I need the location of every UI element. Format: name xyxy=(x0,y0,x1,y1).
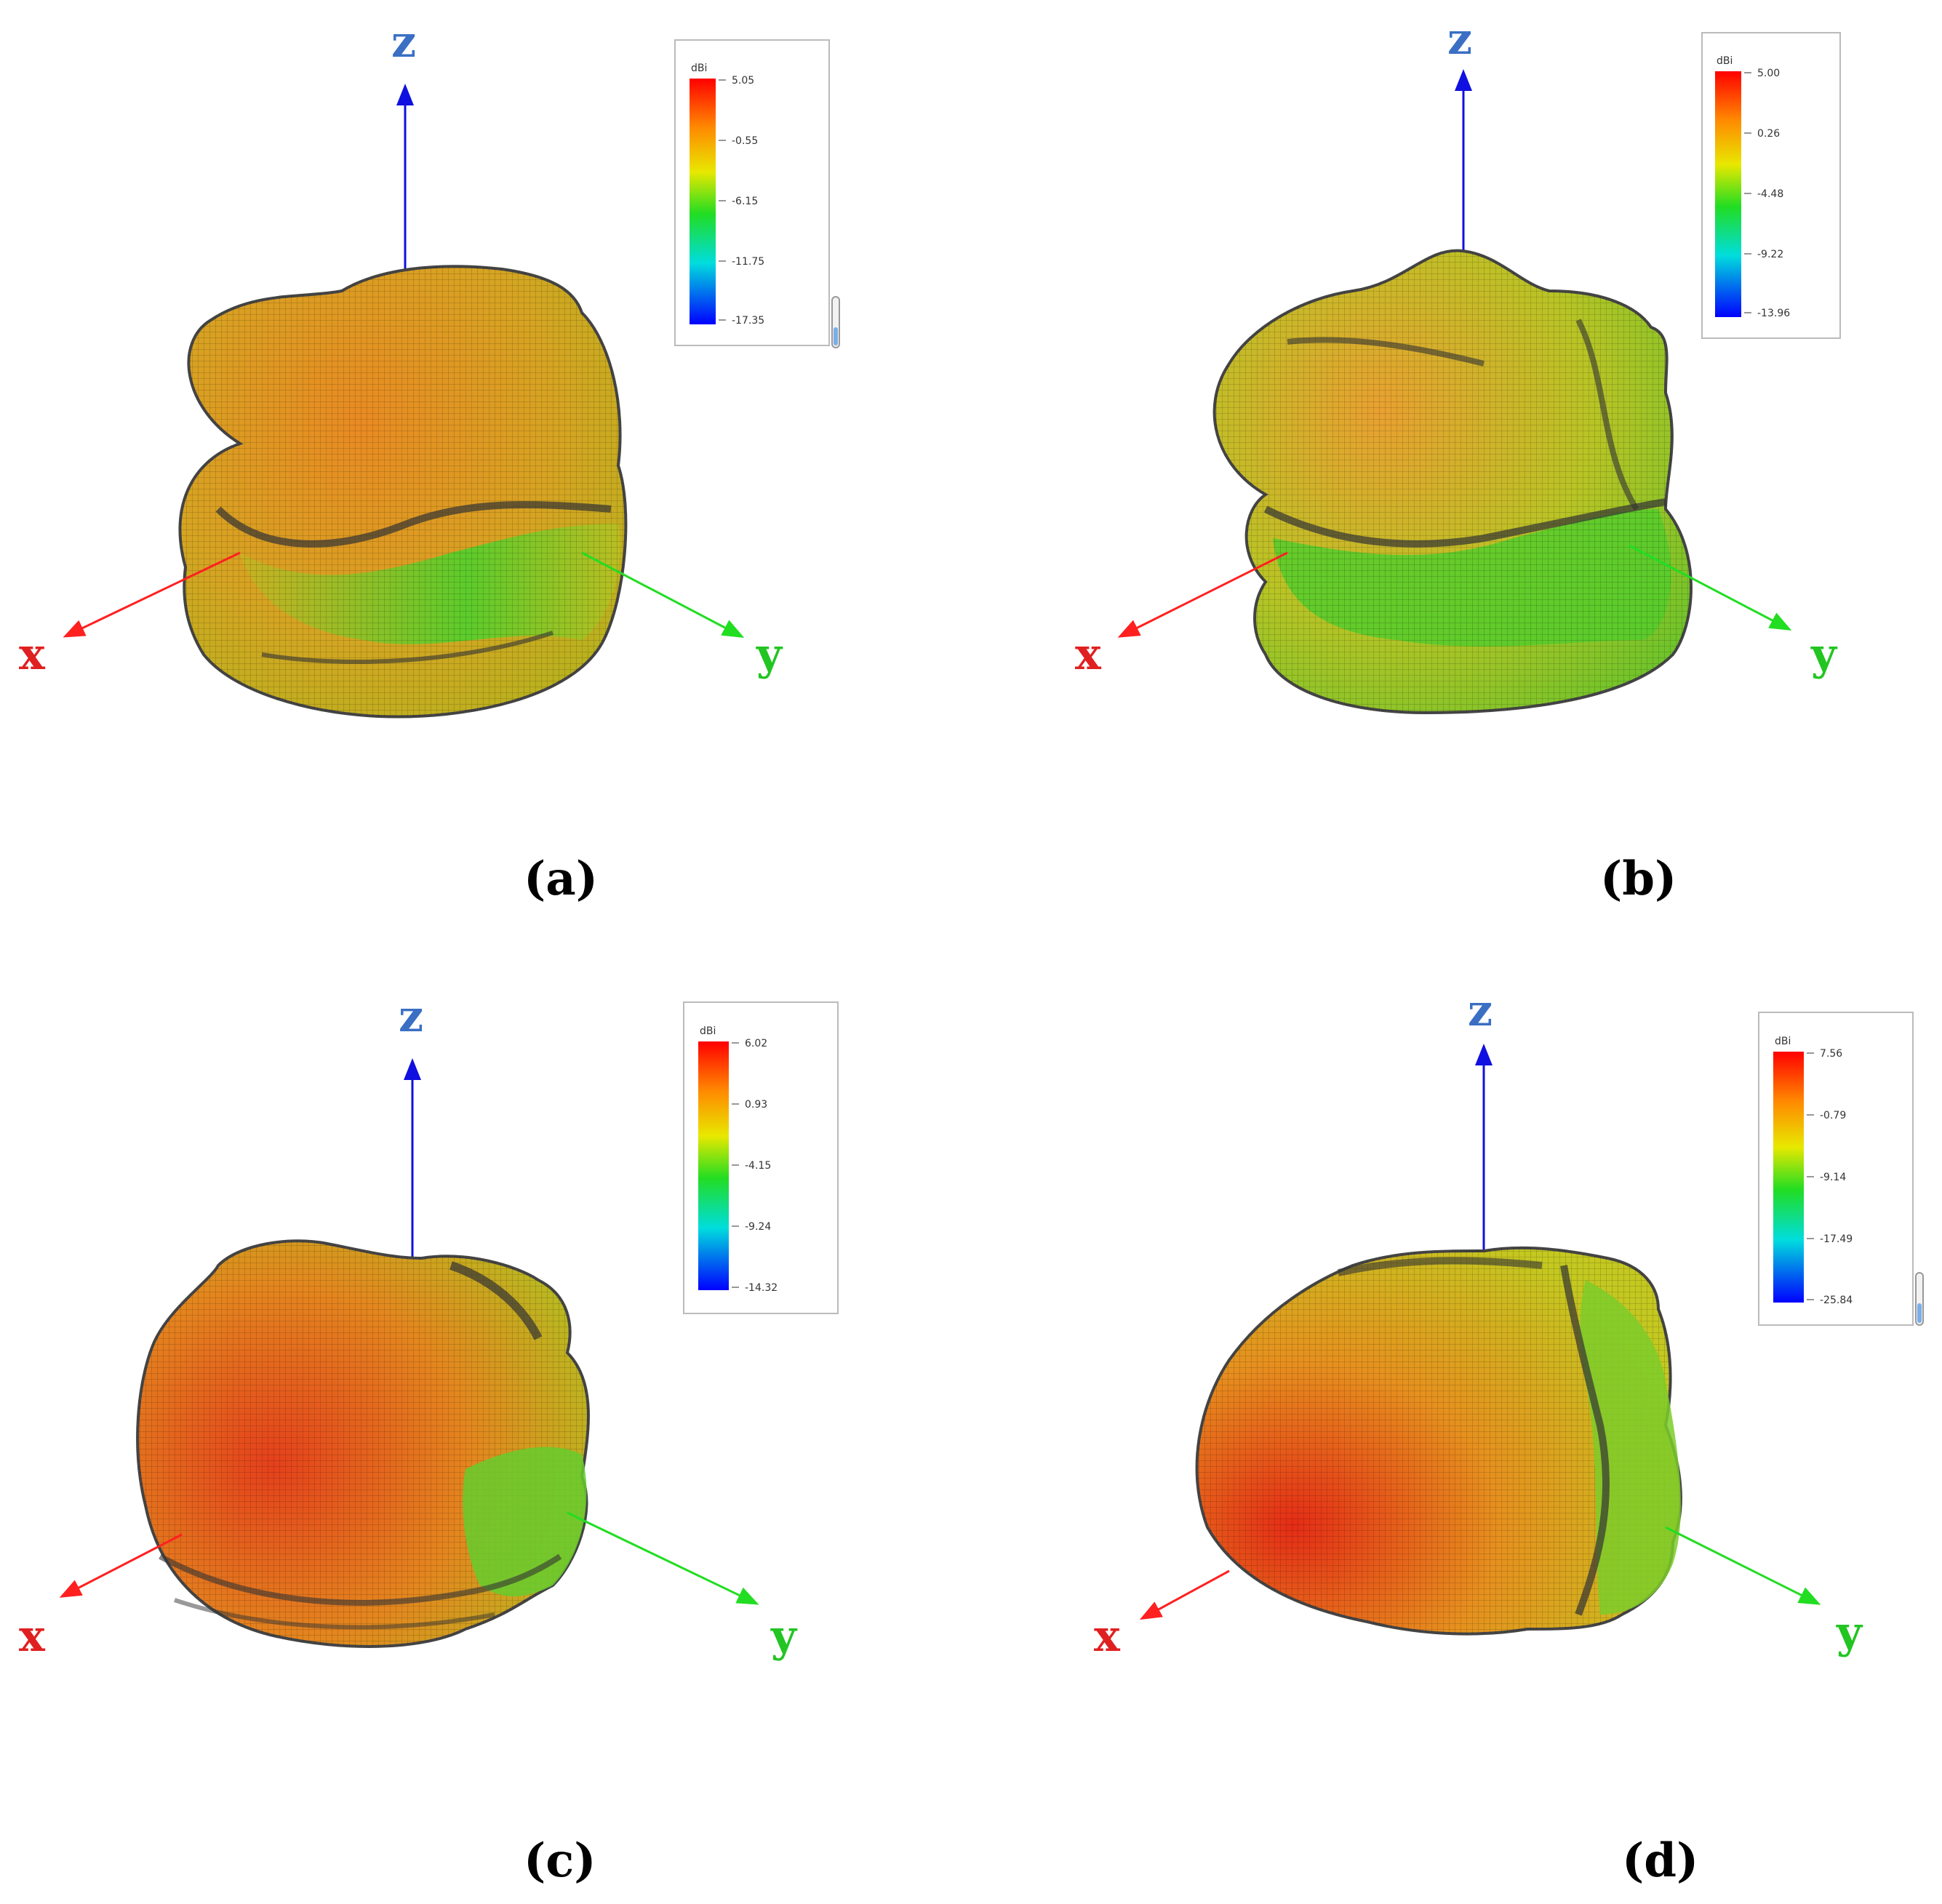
legend-tick: -17.49 xyxy=(1820,1233,1853,1245)
legend-tick: -9.14 xyxy=(1820,1172,1846,1183)
panel-b: z x y dBi 5.00 0.26 -4.48 -9.22 -13.96 xyxy=(1075,14,1841,906)
colorbar xyxy=(1715,71,1741,317)
z-axis-label: z xyxy=(391,17,416,68)
legend-unit: dBi xyxy=(700,1025,716,1037)
legend-tick: -4.15 xyxy=(745,1160,771,1172)
legend-ticks: 6.02 0.93 -4.15 -9.24 -14.32 xyxy=(732,1038,778,1294)
legend-ticks: 5.00 0.26 -4.48 -9.22 -13.96 xyxy=(1744,68,1790,319)
legend-ticks: 7.56 -0.79 -9.14 -17.49 -25.84 xyxy=(1807,1048,1853,1306)
panel-a: z x y dBi 5.05 -0.55 -6.15 -11.75 -17.35 xyxy=(19,17,840,906)
legend-tick: -14.32 xyxy=(745,1282,778,1294)
legend-tick: -9.22 xyxy=(1757,249,1783,260)
x-axis-line xyxy=(1117,551,1288,638)
x-axis-label: x xyxy=(1094,1611,1121,1662)
legend-tick: -25.84 xyxy=(1820,1295,1853,1306)
legend-unit: dBi xyxy=(691,63,707,74)
color-legend: dBi 5.00 0.26 -4.48 -9.22 -13.96 xyxy=(1701,32,1841,339)
radiation-pattern-lobe xyxy=(1212,249,1693,715)
color-legend: dBi 5.05 -0.55 -6.15 -11.75 -17.35 xyxy=(674,39,840,348)
legend-tick: -11.75 xyxy=(732,256,764,268)
radiation-pattern-lobe xyxy=(136,1239,590,1648)
color-legend: dBi 7.56 -0.79 -9.14 -17.49 -25.84 xyxy=(1758,1012,1924,1326)
y-axis-label: y xyxy=(1810,629,1838,680)
x-axis-label: x xyxy=(1075,629,1102,680)
colorbar xyxy=(1773,1052,1804,1303)
colorbar xyxy=(698,1041,729,1290)
legend-tick: -9.24 xyxy=(745,1221,771,1233)
y-axis-label: y xyxy=(770,1611,798,1662)
z-axis-label: z xyxy=(1468,985,1493,1036)
z-axis-label: z xyxy=(399,991,423,1042)
legend-tick: -0.79 xyxy=(1820,1110,1846,1121)
legend-tick: -17.35 xyxy=(732,315,764,327)
caption: (c) xyxy=(524,1833,596,1888)
y-axis-line xyxy=(567,1511,759,1605)
legend-unit: dBi xyxy=(1775,1036,1791,1047)
panel-c: z x y dBi 6.02 0.93 -4.15 -9.24 -14.32 xyxy=(19,991,839,1888)
x-axis-line xyxy=(1139,1569,1230,1620)
y-axis-label: y xyxy=(756,629,783,680)
legend-tick: -6.15 xyxy=(732,196,758,207)
legend-tick: 0.26 xyxy=(1757,128,1780,140)
y-axis-line xyxy=(581,551,745,638)
legend-tick: -13.96 xyxy=(1757,308,1790,319)
caption: (d) xyxy=(1622,1833,1698,1888)
caption: (b) xyxy=(1600,852,1677,906)
x-axis-label: x xyxy=(19,629,46,680)
x-axis-line xyxy=(63,551,241,638)
legend-ticks: 5.05 -0.55 -6.15 -11.75 -17.35 xyxy=(719,75,764,327)
x-axis-label: x xyxy=(19,1611,46,1662)
y-axis-line xyxy=(1665,1526,1821,1605)
caption: (a) xyxy=(524,852,598,906)
legend-tick: 5.00 xyxy=(1757,68,1780,79)
legend-tick: 6.02 xyxy=(745,1038,767,1049)
y-axis-line xyxy=(1629,544,1792,631)
radiation-pattern-lobe xyxy=(1195,1246,1682,1636)
legend-unit: dBi xyxy=(1717,55,1733,67)
legend-tick: 5.05 xyxy=(732,75,754,87)
x-axis-line xyxy=(59,1533,183,1598)
color-legend: dBi 6.02 0.93 -4.15 -9.24 -14.32 xyxy=(683,1001,839,1314)
z-axis-label: z xyxy=(1447,14,1472,65)
panel-d: z x y dBi 7.56 -0.79 -9.14 -17.49 -25.84 xyxy=(1094,985,1924,1888)
legend-tick: -4.48 xyxy=(1757,188,1783,200)
radiation-pattern-lobe xyxy=(178,265,628,719)
y-axis-label: y xyxy=(1836,1607,1863,1658)
legend-tick: 0.93 xyxy=(745,1099,767,1111)
legend-tick: -0.55 xyxy=(732,135,758,147)
legend-tick: 7.56 xyxy=(1820,1048,1842,1060)
colorbar xyxy=(690,79,716,324)
